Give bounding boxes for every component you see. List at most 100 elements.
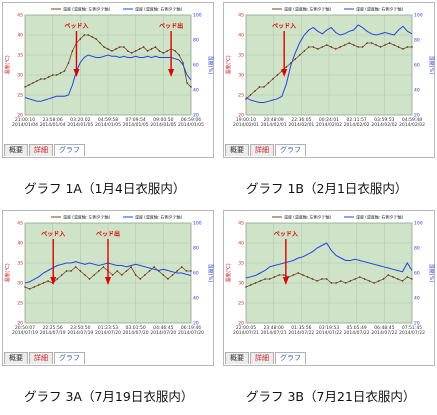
tab-details[interactable]: 詳細 bbox=[29, 144, 53, 156]
annotation-label: ベッド出 bbox=[159, 22, 183, 30]
temperature-point bbox=[373, 282, 375, 284]
x-tick-label: 23:50:50 2014/07/19 bbox=[67, 325, 93, 336]
temperature-point bbox=[185, 270, 188, 272]
temperature-point bbox=[154, 46, 157, 48]
right-tick-label: 60 bbox=[193, 63, 199, 69]
right-tick-label: 80 bbox=[193, 246, 199, 252]
temperature-point bbox=[88, 278, 91, 280]
temperature-point bbox=[65, 270, 68, 272]
right-tick-label: 20 bbox=[414, 321, 420, 327]
temperature-point bbox=[245, 286, 247, 288]
left-tick-label: 35 bbox=[238, 261, 244, 267]
temperature-point bbox=[84, 274, 86, 276]
temperature-point bbox=[411, 46, 413, 48]
tab-overview[interactable]: 概要 bbox=[225, 352, 249, 364]
temperature-point bbox=[382, 278, 385, 280]
x-tick-label: 03:19:53 2014/07/22 bbox=[316, 325, 342, 336]
right-tick-label: 80 bbox=[193, 38, 199, 44]
temperature-point bbox=[352, 44, 355, 46]
temperature-point bbox=[264, 278, 266, 280]
left-tick-label: 40 bbox=[17, 241, 23, 247]
right-axis-label: 湿度(%) bbox=[428, 56, 435, 75]
tab-details[interactable]: 詳細 bbox=[29, 352, 53, 364]
temperature-point bbox=[98, 270, 100, 272]
tab-graph[interactable]: グラフ bbox=[275, 352, 306, 364]
chart-svg: 温度 (温度軸: 左側タテ軸) 湿度 (湿度軸: 右側タテ軸) 45 40 35 30 25… bbox=[4, 6, 214, 129]
temperature-point bbox=[167, 278, 169, 280]
x-tick-label: 22:36:05 2014/02/01 bbox=[288, 117, 314, 128]
temperature-point bbox=[125, 270, 128, 272]
temperature-point bbox=[63, 70, 66, 72]
x-tick-label: 06:48:45 2014/07/22 bbox=[371, 325, 397, 336]
x-tick-label: 07:09:54 2014/01/05 bbox=[123, 117, 149, 128]
temperature-point bbox=[299, 54, 301, 56]
x-tick-label: 07:51:45 2014/07/22 bbox=[399, 325, 425, 336]
left-tick-label: 45 bbox=[238, 13, 244, 19]
temperature-point bbox=[162, 52, 165, 54]
temperature-point bbox=[321, 278, 323, 280]
left-tick-label: 45 bbox=[17, 221, 23, 227]
right-tick-label: 60 bbox=[193, 271, 199, 277]
left-tick-label: 35 bbox=[17, 261, 23, 267]
temperature-point bbox=[378, 280, 380, 282]
temperature-point bbox=[79, 38, 82, 40]
x-tick-label: 02:11:57 2014/02/02 bbox=[344, 117, 370, 128]
tab-details[interactable]: 詳細 bbox=[250, 352, 274, 364]
temperature-point bbox=[56, 278, 58, 280]
right-tick-label: 80 bbox=[414, 38, 420, 44]
humidity-line bbox=[245, 242, 413, 279]
temperature-point bbox=[51, 74, 54, 76]
temperature-point bbox=[99, 42, 101, 44]
tab-overview[interactable]: 概要 bbox=[4, 352, 28, 364]
temperature-point bbox=[158, 50, 161, 52]
temperature-point bbox=[32, 82, 34, 84]
temperature-point bbox=[370, 42, 373, 44]
annotation-arrow: ベッド入 bbox=[41, 231, 65, 285]
temperature-point bbox=[354, 278, 356, 280]
temperature-point bbox=[178, 54, 180, 56]
left-axis-label: 温度(℃) bbox=[4, 55, 11, 75]
temperature-point bbox=[190, 86, 192, 88]
temperature-point bbox=[366, 42, 368, 44]
x-tick-label: 00:24:01 2014/02/02 bbox=[316, 117, 342, 128]
left-tick-label: 25 bbox=[17, 301, 23, 307]
right-axis-label: 湿度(%) bbox=[207, 264, 214, 283]
temperature-point bbox=[349, 280, 352, 282]
temperature-point bbox=[335, 282, 337, 284]
tab-details[interactable]: 詳細 bbox=[250, 144, 274, 156]
chart-svg: 温度 (温度軸: 左側タテ軸) 湿度 (湿度軸: 右側タテ軸) 45 40 35 30 25… bbox=[225, 6, 435, 129]
temperature-point bbox=[311, 278, 314, 280]
temperature-point bbox=[91, 36, 93, 38]
right-tick-label: 80 bbox=[414, 246, 420, 252]
tab-graph[interactable]: グラフ bbox=[275, 144, 306, 156]
temperature-point bbox=[379, 46, 382, 48]
temperature-point bbox=[326, 44, 328, 46]
right-tick-label: 40 bbox=[193, 88, 199, 94]
temperature-point bbox=[339, 46, 341, 48]
legend-temp-label: 温度 (温度軸: 左側タテ軸) bbox=[63, 6, 110, 12]
tab-graph[interactable]: グラフ bbox=[54, 144, 85, 156]
temperature-point bbox=[348, 42, 350, 44]
x-tick-label: 03:59:53 2014/02/02 bbox=[371, 117, 397, 128]
tab-overview[interactable]: 概要 bbox=[4, 144, 28, 156]
temperature-point bbox=[119, 46, 121, 48]
tab-graph[interactable]: グラフ bbox=[54, 352, 85, 364]
right-axis-label: 湿度(%) bbox=[207, 56, 214, 75]
temperature-point bbox=[254, 282, 257, 284]
temperature-point bbox=[102, 266, 105, 268]
temperature-point bbox=[134, 274, 137, 276]
x-tick-label: 22:00:05 2014/07/21 bbox=[233, 325, 259, 336]
legend: 温度 (温度軸: 左側タテ軸) 湿度 (湿度軸: 右側タテ軸) bbox=[51, 214, 182, 220]
view-tabs: 概要 詳細 グラフ bbox=[225, 144, 306, 156]
temperature-point bbox=[121, 274, 123, 276]
temperature-point bbox=[397, 278, 399, 280]
temperature-point bbox=[297, 272, 299, 274]
right-tick-label: 100 bbox=[414, 13, 423, 19]
temperature-point bbox=[146, 50, 149, 52]
temperature-point bbox=[139, 278, 141, 280]
temperature-point bbox=[306, 276, 309, 278]
temperature-point bbox=[393, 44, 395, 46]
tab-overview[interactable]: 概要 bbox=[225, 144, 249, 156]
temperature-point bbox=[131, 52, 133, 54]
chart-panel-1: 温度 (温度軸: 左側タテ軸) 湿度 (湿度軸: 右側タテ軸) 45 40 35 30 25… bbox=[2, 2, 214, 158]
